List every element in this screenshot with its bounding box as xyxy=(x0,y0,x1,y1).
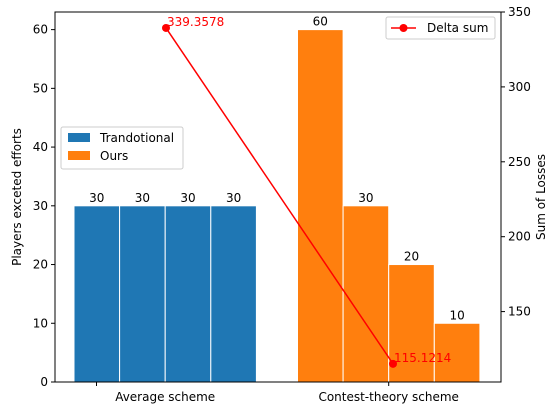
y2-tick-label: 300 xyxy=(508,80,531,94)
delta-sum-line xyxy=(165,27,394,365)
legend-entry-label: Ours xyxy=(100,149,128,163)
legend-swatch xyxy=(68,133,90,142)
bar-value-label: 30 xyxy=(226,191,241,205)
y-axis-left: 0 10 20 30 40 50 60 xyxy=(33,23,55,389)
bar-value-label: 10 xyxy=(449,308,464,322)
y-tick-label: 10 xyxy=(33,316,48,330)
y-axis-right: 150 200 250 300 350 xyxy=(501,5,531,319)
x-tick-label: Contest-theory scheme xyxy=(318,390,459,404)
bar-1-1 xyxy=(73,205,121,383)
x-axis: Average scheme Contest-theory scheme xyxy=(96,382,459,404)
plot-frame xyxy=(54,11,502,383)
bars-layer: 30 30 30 30 60 30 20 10 xyxy=(73,15,481,383)
y2-tick-label: 250 xyxy=(508,155,531,169)
x-tick-label: Average scheme xyxy=(115,390,215,404)
y-axis-label-left: Players exceted efforts xyxy=(10,128,24,266)
y-tick-label: 30 xyxy=(33,199,48,213)
y2-tick-label: 200 xyxy=(508,230,531,244)
legend-entry-label: Delta sum xyxy=(427,21,488,35)
bar-2-1 xyxy=(297,29,344,383)
bar-1-4 xyxy=(210,205,257,383)
bar-1-2 xyxy=(119,205,166,383)
legend-entry-label: Trandotional xyxy=(99,131,174,145)
legend-marker xyxy=(399,24,408,32)
y2-tick-label: 150 xyxy=(508,305,531,319)
bar-value-label: 30 xyxy=(358,191,373,205)
y2-tick-label: 350 xyxy=(508,5,531,19)
y-tick-label: 0 xyxy=(40,375,48,389)
bar-2-2 xyxy=(342,205,390,383)
bar-legend-box xyxy=(60,126,184,170)
line-legend-box xyxy=(385,16,496,40)
bar-2-4 xyxy=(433,322,481,383)
bar-value-label: 30 xyxy=(180,191,195,205)
bar-value-label: 30 xyxy=(89,191,104,205)
delta-sum-annotation: 339.3578 xyxy=(167,15,224,29)
bar-value-label: 60 xyxy=(313,15,328,29)
delta-sum-annotation: 115.1214 xyxy=(394,351,451,365)
y-tick-label: 20 xyxy=(33,258,48,272)
line-legend: Delta sum xyxy=(385,16,496,40)
delta-sum-point xyxy=(162,23,170,32)
bar-1-3 xyxy=(164,205,212,383)
legend-swatch xyxy=(68,151,90,160)
y-tick-label: 50 xyxy=(33,81,48,95)
y-tick-label: 60 xyxy=(33,23,48,37)
bar-value-label: 30 xyxy=(135,191,150,205)
line-layer: 339.3578 115.1214 xyxy=(162,15,451,368)
y-axis-label-right: Sum of Losses xyxy=(534,154,546,240)
delta-sum-point xyxy=(389,359,397,368)
y-tick-label: 40 xyxy=(33,140,48,154)
bar-legend: Trandotional Ours xyxy=(60,126,184,170)
bar-value-label: 20 xyxy=(404,250,419,264)
